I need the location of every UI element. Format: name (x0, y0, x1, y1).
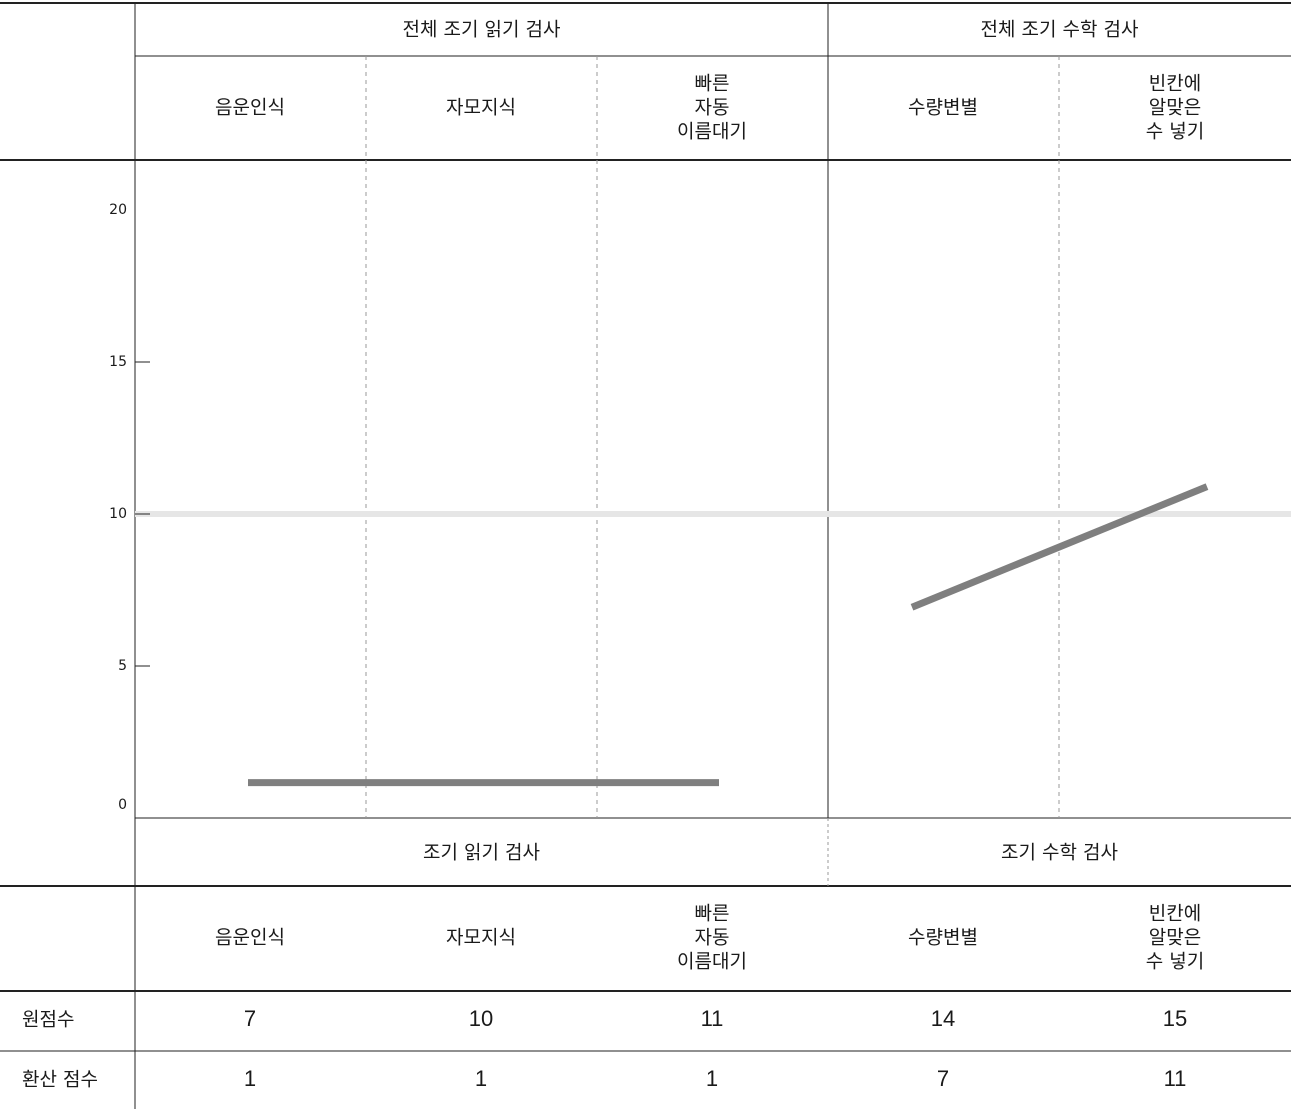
top-subtest-label: 빈칸에 (1149, 73, 1201, 95)
table-subtest-label: 수 넣기 (1146, 951, 1204, 973)
table-cell: 11 (701, 1006, 724, 1031)
table-subtest-label: 자동 (695, 927, 730, 949)
row-label: 환산 점수 (22, 1069, 98, 1091)
top-subtest-label: 자모지식 (446, 97, 516, 119)
y-tick-label: 0 (118, 797, 127, 813)
table-subtest-label: 빈칸에 (1149, 903, 1201, 925)
bottom-group-reading: 조기 읽기 검사 (423, 842, 540, 864)
y-tick-label: 15 (109, 354, 127, 370)
table-cell: 1 (706, 1066, 718, 1091)
reference-line (135, 511, 1291, 517)
table-cell: 7 (937, 1066, 949, 1091)
table-subtest-label: 음운인식 (215, 927, 285, 949)
top-subtest-label: 알맞은 (1149, 97, 1201, 119)
series-line-2 (910, 483, 1209, 611)
table-cell: 10 (469, 1006, 493, 1031)
group-header-math: 전체 조기 수학 검사 (981, 19, 1139, 41)
y-axis: 0 5 10 15 20 (109, 202, 150, 813)
table-cell: 14 (931, 1006, 955, 1031)
top-subtest-label: 수 넣기 (1146, 121, 1204, 143)
table-subtest-label: 빠른 (695, 903, 730, 925)
table-cell: 7 (244, 1006, 256, 1031)
table-subtest-label: 자모지식 (446, 927, 516, 949)
table-subtest-label: 알맞은 (1149, 927, 1201, 949)
table-cell: 1 (475, 1066, 487, 1091)
bottom-group-math: 조기 수학 검사 (1001, 842, 1118, 864)
y-tick-label: 20 (109, 202, 127, 218)
table-subtest-label: 수량변별 (908, 927, 978, 949)
reference-line-group (135, 511, 1291, 517)
series-lines (248, 483, 1209, 787)
group-header-reading: 전체 조기 읽기 검사 (403, 19, 561, 41)
table-cell: 1 (244, 1066, 256, 1091)
table-cell: 11 (1164, 1066, 1187, 1091)
y-tick-label: 10 (109, 506, 127, 522)
table-subtest-label: 이름대기 (677, 951, 747, 973)
y-tick-label: 5 (118, 658, 127, 674)
row-label: 원점수 (22, 1009, 74, 1031)
top-subtest-label: 수량변별 (908, 97, 978, 119)
top-subtest-label: 빠른 (695, 73, 730, 95)
top-subtest-label: 자동 (695, 97, 730, 119)
top-subtest-label: 이름대기 (677, 121, 747, 143)
table-cell: 15 (1163, 1006, 1187, 1031)
top-subtest-label: 음운인식 (215, 97, 285, 119)
